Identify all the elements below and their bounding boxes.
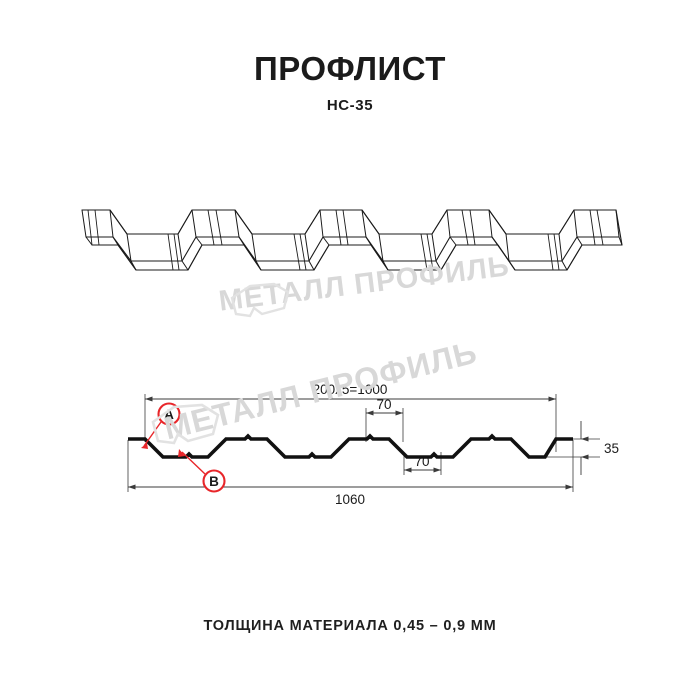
dimension-label-module: 200x5=1000 <box>313 382 388 397</box>
dimension-label-height: 35 <box>604 441 619 456</box>
isometric-profile-drawing <box>0 175 700 315</box>
callout-b-group: B <box>178 449 226 493</box>
title-block: ПРОФЛИСТ НС-35 <box>0 50 700 114</box>
callout-b-label: B <box>209 474 219 489</box>
dimension-label-crest: 70 <box>376 397 391 412</box>
callout-a-label: A <box>164 407 174 422</box>
dimension-label-overall: 1060 <box>335 492 365 507</box>
material-thickness-note: ТОЛЩИНА МАТЕРИАЛА 0,45 – 0,9 ММ <box>203 618 497 634</box>
page-subtitle: НС-35 <box>326 96 374 114</box>
callout-a-group: A <box>141 402 181 449</box>
page-title: ПРОФЛИСТ <box>254 50 446 87</box>
callout-b-circle <box>202 469 226 493</box>
profile-outline <box>128 433 573 459</box>
cross-section-drawing: 200x5=1000 1060 70 70 35 A B <box>0 380 700 510</box>
